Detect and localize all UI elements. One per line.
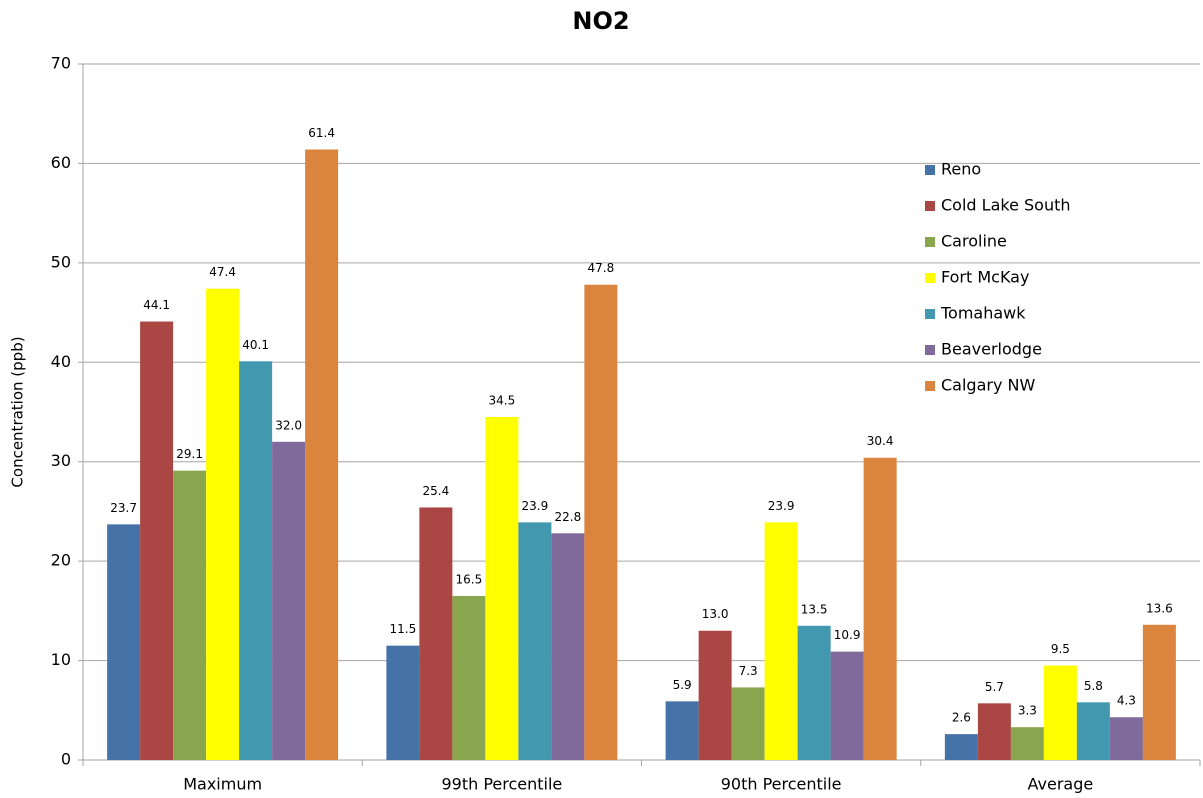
value-label: 23.9 <box>522 499 549 513</box>
x-tick-label: 99th Percentile <box>441 775 562 794</box>
value-label: 47.8 <box>588 261 615 275</box>
bar <box>305 149 339 761</box>
value-label: 25.4 <box>423 484 450 498</box>
legend-swatch <box>925 201 935 211</box>
value-label: 30.4 <box>867 434 894 448</box>
value-label: 9.5 <box>1051 642 1070 656</box>
bar <box>1010 727 1044 760</box>
y-tick-label: 30 <box>51 451 71 470</box>
bar <box>518 522 552 760</box>
bar <box>1109 717 1143 760</box>
bar <box>1076 702 1110 760</box>
bar <box>863 457 897 760</box>
value-label: 22.8 <box>555 510 582 524</box>
value-label: 13.0 <box>702 607 729 621</box>
legend-swatch <box>925 273 935 283</box>
value-label: 5.7 <box>985 680 1004 694</box>
value-label: 16.5 <box>456 572 483 586</box>
value-label: 7.3 <box>739 664 758 678</box>
value-label: 3.3 <box>1018 704 1037 718</box>
value-label: 29.1 <box>176 447 203 461</box>
value-label: 13.5 <box>801 602 828 616</box>
legend-label: Reno <box>941 160 981 179</box>
bar <box>386 645 420 760</box>
x-tick-label: 90th Percentile <box>721 775 842 794</box>
legend-swatch <box>925 237 935 247</box>
value-label: 11.5 <box>390 622 417 636</box>
value-label: 34.5 <box>489 393 516 407</box>
bar <box>1142 624 1176 760</box>
y-axis-title: Concentration (ppb) <box>9 336 27 487</box>
value-label: 47.4 <box>209 265 236 279</box>
bar <box>584 284 618 760</box>
bar <box>551 533 585 760</box>
bar <box>1043 665 1077 760</box>
bar <box>797 625 831 760</box>
legend-label: Calgary NW <box>941 376 1035 395</box>
value-label: 61.4 <box>308 126 335 140</box>
value-label: 5.9 <box>673 678 692 692</box>
bar <box>830 651 864 760</box>
legend-label: Fort McKay <box>941 268 1029 287</box>
y-tick-label: 70 <box>51 54 71 73</box>
value-label: 2.6 <box>952 711 971 725</box>
y-tick-label: 10 <box>51 650 71 669</box>
bar <box>977 703 1011 760</box>
value-label: 40.1 <box>242 338 269 352</box>
bar <box>452 595 486 760</box>
legend-label: Caroline <box>941 232 1007 251</box>
value-label: 32.0 <box>275 418 302 432</box>
bar <box>485 416 519 760</box>
bar <box>272 441 306 760</box>
legend-swatch <box>925 309 935 319</box>
legend-label: Tomahawk <box>940 304 1026 323</box>
chart-title: NO2 <box>572 7 629 35</box>
bar <box>206 288 240 760</box>
y-tick-label: 40 <box>51 352 71 371</box>
value-label: 44.1 <box>143 298 170 312</box>
bar <box>419 507 453 760</box>
x-tick-label: Maximum <box>183 775 262 794</box>
bar <box>764 522 798 760</box>
bar <box>698 630 732 760</box>
bar <box>173 470 207 760</box>
value-label: 4.3 <box>1117 694 1136 708</box>
legend-label: Cold Lake South <box>941 196 1071 215</box>
y-tick-label: 0 <box>61 750 71 769</box>
bar <box>107 524 141 760</box>
x-tick-label: Average <box>1028 775 1094 794</box>
value-label: 23.9 <box>768 499 795 513</box>
value-label: 23.7 <box>110 501 137 515</box>
bar <box>944 734 978 760</box>
y-tick-label: 60 <box>51 153 71 172</box>
value-label: 5.8 <box>1084 679 1103 693</box>
y-tick-label: 50 <box>51 252 71 271</box>
bar <box>239 361 273 760</box>
legend-swatch <box>925 381 935 391</box>
bar <box>665 701 699 760</box>
value-label: 10.9 <box>834 628 861 642</box>
bar <box>731 687 765 760</box>
value-label: 13.6 <box>1146 601 1173 615</box>
legend-swatch <box>925 345 935 355</box>
legend-swatch <box>925 165 935 175</box>
bar <box>140 321 174 760</box>
legend-label: Beaverlodge <box>941 340 1042 359</box>
y-tick-label: 20 <box>51 551 71 570</box>
